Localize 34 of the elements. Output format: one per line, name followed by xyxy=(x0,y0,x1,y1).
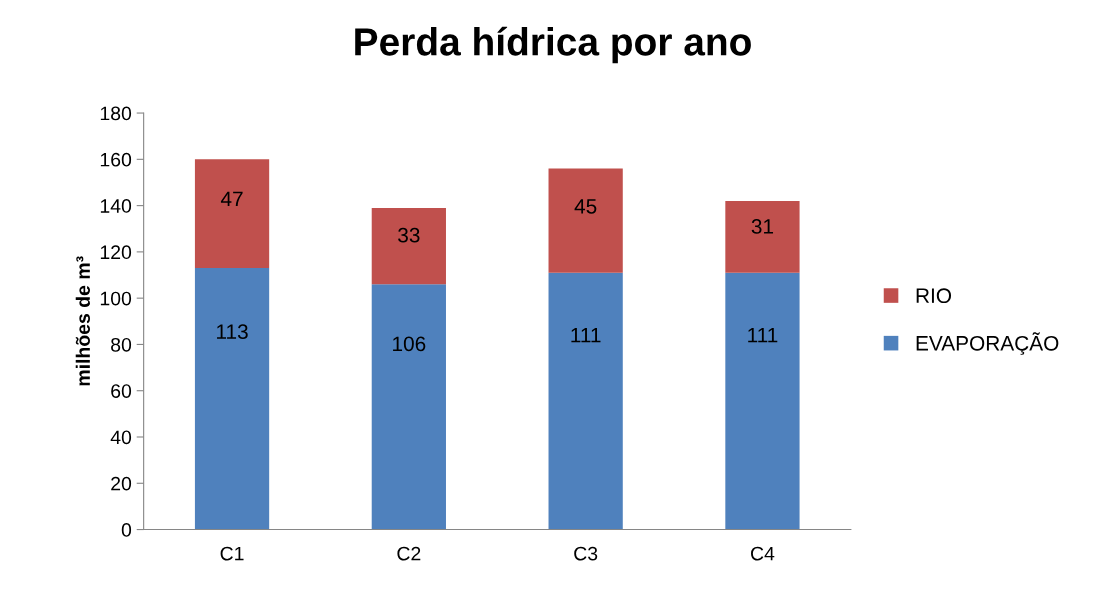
bar xyxy=(725,272,800,530)
chart-title: Perda hídrica por ano xyxy=(355,26,751,64)
x-tick-label: C2 xyxy=(397,546,421,561)
y-tick-label: 0 xyxy=(121,523,132,537)
bar xyxy=(371,207,446,285)
bar xyxy=(194,159,270,269)
legend-label: RIO xyxy=(916,288,952,304)
y-axis-title: milhões de m³ xyxy=(75,256,91,386)
x-tick-label: C1 xyxy=(220,546,244,561)
y-tick-label: 80 xyxy=(111,337,132,352)
bar xyxy=(371,284,446,530)
y-tick-label: 180 xyxy=(100,106,132,121)
x-tick-label: C4 xyxy=(751,546,775,561)
data-label: 45 xyxy=(574,199,597,214)
y-tick-label: 120 xyxy=(100,245,132,260)
bar xyxy=(725,200,800,273)
y-tick-label: 40 xyxy=(110,430,132,445)
bar xyxy=(194,268,270,530)
legend-label: EVAPORAÇÃO xyxy=(916,332,1059,355)
y-tick-label: 20 xyxy=(111,476,132,491)
data-label: 31 xyxy=(751,219,774,234)
data-label: 47 xyxy=(220,191,243,207)
bar xyxy=(548,272,623,530)
data-label: 33 xyxy=(398,227,420,243)
bar xyxy=(548,168,623,273)
y-tick-label: 60 xyxy=(111,384,132,398)
y-tick-label: 100 xyxy=(100,291,132,306)
x-tick-label: C3 xyxy=(574,546,598,561)
data-label: 111 xyxy=(571,327,601,343)
y-tick-label: 140 xyxy=(100,199,132,213)
data-label: 111 xyxy=(748,327,778,343)
y-tick-label: 160 xyxy=(100,152,132,167)
data-label: 113 xyxy=(217,324,248,340)
data-label: 106 xyxy=(393,336,426,352)
